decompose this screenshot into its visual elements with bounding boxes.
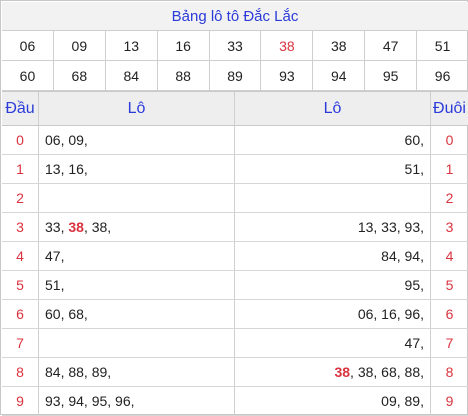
lo-right-cell: 95, <box>235 271 431 299</box>
lo-left-cell: 47, <box>39 242 235 270</box>
lo-numbers: 84, 88, 89, <box>45 364 112 380</box>
header-dau: Đầu <box>2 92 39 125</box>
duoi-digit: 8 <box>445 364 454 380</box>
lo-numbers: , 38, 68, 88, <box>350 364 424 380</box>
dau-digit: 2 <box>2 184 39 212</box>
number-cell: 89 <box>210 61 262 90</box>
table-row: 5 51, 95, 5 <box>2 271 468 300</box>
lo-table: Đầu Lô Lô Đuôi 0 06, 09, 60, 0 1 13, 16, 51, 1 2… <box>2 91 468 416</box>
lo-right-cell: 60, <box>235 126 431 154</box>
number-cell: 93 <box>261 61 314 90</box>
lo-numbers: 51, <box>45 277 65 293</box>
number-cell: 95 <box>365 61 418 90</box>
lo-numbers: 51, <box>404 161 424 177</box>
table-row: 6 60, 68, 06, 16, 96, 6 <box>2 300 468 329</box>
number-cell: 13 <box>106 31 158 60</box>
table-row: 7 47, 7 <box>2 329 468 358</box>
dau-digit: 3 <box>2 213 39 241</box>
highlight-number: 38 <box>334 364 351 380</box>
lo-numbers: 33, <box>45 219 69 235</box>
lo-numbers: 09, 89, <box>381 393 424 409</box>
lo-right-cell: 09, 89, <box>235 387 431 415</box>
lo-left-cell: 13, 16, <box>39 155 235 183</box>
dau-digit: 5 <box>2 271 39 299</box>
number-cell: 88 <box>158 61 210 90</box>
lo-numbers: 93, 94, 95, 96, <box>45 393 135 409</box>
lo-numbers: 13, 16, <box>45 161 88 177</box>
board-title: Bảng lô tô Đắc Lắc <box>2 2 468 31</box>
lo-left-cell: 93, 94, 95, 96, <box>39 387 235 415</box>
lo-right-cell: 38, 38, 68, 88, <box>235 358 431 386</box>
duoi-digit: 0 <box>445 132 454 148</box>
number-cell: 84 <box>106 61 158 90</box>
number-cell: 51 <box>434 38 451 54</box>
lo-right-cell: 47, <box>235 329 431 357</box>
number-cell: 33 <box>210 31 262 60</box>
number-cell: 47 <box>365 31 418 60</box>
lo-left-cell <box>39 184 235 212</box>
duoi-digit: 5 <box>445 277 454 293</box>
number-cell: 96 <box>434 68 451 84</box>
dau-digit: 9 <box>2 387 39 415</box>
lo-left-cell: 06, 09, <box>39 126 235 154</box>
number-cell: 06 <box>2 31 54 60</box>
lo-numbers: 06, 16, 96, <box>357 306 424 322</box>
lo-right-cell <box>235 184 431 212</box>
number-cell: 38 <box>313 31 366 60</box>
duoi-digit: 1 <box>445 161 454 177</box>
lo-right-cell: 06, 16, 96, <box>235 300 431 328</box>
dau-digit: 0 <box>2 126 39 154</box>
lo-numbers: 60, 68, <box>45 306 88 322</box>
numbers-row-1: 06 09 13 16 33 38 38 47 51 <box>2 31 468 61</box>
lo-numbers: 13, 33, 93, <box>357 219 424 235</box>
lo-numbers: 06, 09, <box>45 132 88 148</box>
duoi-digit: 3 <box>445 219 454 235</box>
dau-digit: 4 <box>2 242 39 270</box>
number-cell: 09 <box>54 31 106 60</box>
table-row: 4 47, 84, 94, 4 <box>2 242 468 271</box>
header-duoi: Đuôi <box>433 100 466 117</box>
header-lo-right: Lô <box>235 92 431 125</box>
lo-numbers: 47, <box>404 335 424 351</box>
lo-numbers: 95, <box>404 277 424 293</box>
number-cell: 68 <box>54 61 106 90</box>
table-row: 1 13, 16, 51, 1 <box>2 155 468 184</box>
number-cell: 94 <box>313 61 366 90</box>
table-row: 9 93, 94, 95, 96, 09, 89, 9 <box>2 387 468 416</box>
lo-right-cell: 51, <box>235 155 431 183</box>
number-cell: 60 <box>2 61 54 90</box>
lo-numbers: 60, <box>404 132 424 148</box>
duoi-digit: 9 <box>445 393 454 409</box>
lo-left-cell: 84, 88, 89, <box>39 358 235 386</box>
lo-table-header: Đầu Lô Lô Đuôi <box>2 91 468 126</box>
number-cell: 16 <box>158 31 210 60</box>
lo-numbers: 47, <box>45 248 65 264</box>
lo-table-body: 0 06, 09, 60, 0 1 13, 16, 51, 1 2 2 3 33, 38, 38, 13… <box>2 126 468 416</box>
duoi-digit: 2 <box>445 190 454 206</box>
lo-numbers: , 38, <box>83 219 112 235</box>
lo-numbers: 84, 94, <box>381 248 424 264</box>
dau-digit: 6 <box>2 300 39 328</box>
lo-right-cell: 84, 94, <box>235 242 431 270</box>
table-row: 8 84, 88, 89, 38, 38, 68, 88, 8 <box>2 358 468 387</box>
lo-right-cell: 13, 33, 93, <box>235 213 431 241</box>
dau-digit: 1 <box>2 155 39 183</box>
duoi-digit: 6 <box>445 306 454 322</box>
header-lo-left: Lô <box>39 92 235 125</box>
number-cell: 38 <box>261 31 314 60</box>
highlight-number: 38 <box>68 219 84 235</box>
table-row: 3 33, 38, 38, 13, 33, 93, 3 <box>2 213 468 242</box>
dau-digit: 7 <box>2 329 39 357</box>
lo-left-cell: 33, 38, 38, <box>39 213 235 241</box>
numbers-row-2: 60 68 84 88 89 93 94 95 96 <box>2 61 468 91</box>
lo-left-cell: 51, <box>39 271 235 299</box>
dau-digit: 8 <box>2 358 39 386</box>
duoi-digit: 7 <box>445 335 454 351</box>
table-row: 0 06, 09, 60, 0 <box>2 126 468 155</box>
duoi-digit: 4 <box>445 248 454 264</box>
lo-left-cell: 60, 68, <box>39 300 235 328</box>
lo-left-cell <box>39 329 235 357</box>
